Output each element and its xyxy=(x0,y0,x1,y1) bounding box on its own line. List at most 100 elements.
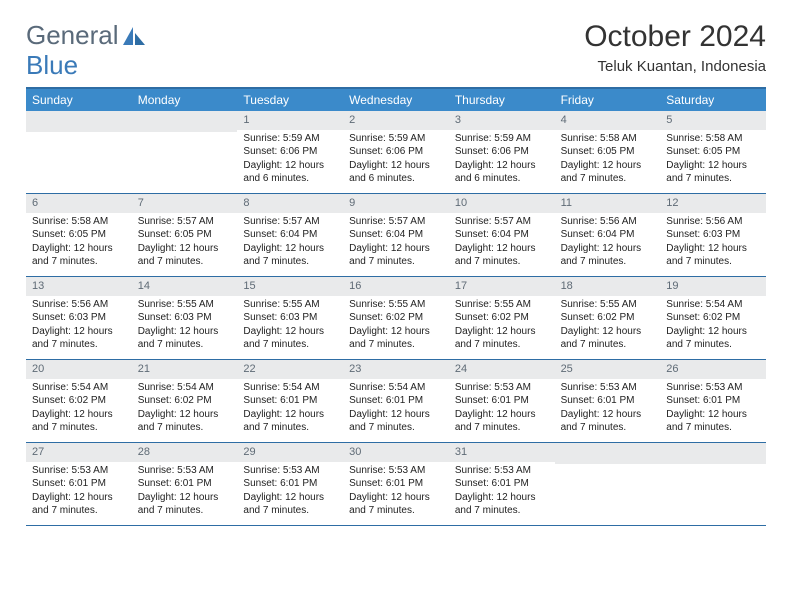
day-body: Sunrise: 5:54 AMSunset: 6:02 PMDaylight:… xyxy=(660,296,766,356)
daylight-line: Daylight: 12 hours and 7 minutes. xyxy=(561,159,655,186)
location-label: Teluk Kuantan, Indonesia xyxy=(584,58,766,75)
day-body: Sunrise: 5:54 AMSunset: 6:01 PMDaylight:… xyxy=(237,379,343,439)
day-number: 30 xyxy=(343,443,449,462)
calendar-cell: 4Sunrise: 5:58 AMSunset: 6:05 PMDaylight… xyxy=(555,111,661,193)
day-body: Sunrise: 5:53 AMSunset: 6:01 PMDaylight:… xyxy=(660,379,766,439)
day-body: Sunrise: 5:56 AMSunset: 6:03 PMDaylight:… xyxy=(660,213,766,273)
calendar-cell: 5Sunrise: 5:58 AMSunset: 6:05 PMDaylight… xyxy=(660,111,766,193)
sunset-line: Sunset: 6:03 PM xyxy=(138,311,232,325)
daylight-line: Daylight: 12 hours and 7 minutes. xyxy=(349,242,443,269)
daylight-line: Daylight: 12 hours and 7 minutes. xyxy=(32,325,126,352)
calendar-cell: 31Sunrise: 5:53 AMSunset: 6:01 PMDayligh… xyxy=(449,443,555,525)
day-number: 16 xyxy=(343,277,449,296)
daylight-line: Daylight: 12 hours and 6 minutes. xyxy=(349,159,443,186)
page-header: General October 2024 Teluk Kuantan, Indo… xyxy=(26,20,766,75)
day-body: Sunrise: 5:53 AMSunset: 6:01 PMDaylight:… xyxy=(449,462,555,522)
daylight-line: Daylight: 12 hours and 6 minutes. xyxy=(455,159,549,186)
daylight-line: Daylight: 12 hours and 7 minutes. xyxy=(561,325,655,352)
calendar-cell: 10Sunrise: 5:57 AMSunset: 6:04 PMDayligh… xyxy=(449,194,555,276)
sunset-line: Sunset: 6:02 PM xyxy=(561,311,655,325)
day-number xyxy=(132,111,238,132)
sunset-line: Sunset: 6:02 PM xyxy=(138,394,232,408)
day-number: 8 xyxy=(237,194,343,213)
daylight-line: Daylight: 12 hours and 7 minutes. xyxy=(138,325,232,352)
sunset-line: Sunset: 6:01 PM xyxy=(455,477,549,491)
day-body: Sunrise: 5:55 AMSunset: 6:02 PMDaylight:… xyxy=(555,296,661,356)
day-body: Sunrise: 5:57 AMSunset: 6:05 PMDaylight:… xyxy=(132,213,238,273)
day-body: Sunrise: 5:54 AMSunset: 6:01 PMDaylight:… xyxy=(343,379,449,439)
sunset-line: Sunset: 6:06 PM xyxy=(455,145,549,159)
calendar-cell: 17Sunrise: 5:55 AMSunset: 6:02 PMDayligh… xyxy=(449,277,555,359)
day-body: Sunrise: 5:53 AMSunset: 6:01 PMDaylight:… xyxy=(26,462,132,522)
sunset-line: Sunset: 6:06 PM xyxy=(349,145,443,159)
calendar-cell: 14Sunrise: 5:55 AMSunset: 6:03 PMDayligh… xyxy=(132,277,238,359)
day-number xyxy=(555,443,661,464)
calendar-cell: 23Sunrise: 5:54 AMSunset: 6:01 PMDayligh… xyxy=(343,360,449,442)
day-number: 6 xyxy=(26,194,132,213)
day-number: 26 xyxy=(660,360,766,379)
daylight-line: Daylight: 12 hours and 7 minutes. xyxy=(243,491,337,518)
calendar-cell: 15Sunrise: 5:55 AMSunset: 6:03 PMDayligh… xyxy=(237,277,343,359)
day-number: 3 xyxy=(449,111,555,130)
calendar-cell: 27Sunrise: 5:53 AMSunset: 6:01 PMDayligh… xyxy=(26,443,132,525)
day-body: Sunrise: 5:55 AMSunset: 6:03 PMDaylight:… xyxy=(237,296,343,356)
sunrise-line: Sunrise: 5:59 AM xyxy=(455,132,549,146)
sunset-line: Sunset: 6:03 PM xyxy=(243,311,337,325)
day-number: 1 xyxy=(237,111,343,130)
sunset-line: Sunset: 6:01 PM xyxy=(243,477,337,491)
calendar-week: 1Sunrise: 5:59 AMSunset: 6:06 PMDaylight… xyxy=(26,111,766,194)
day-body: Sunrise: 5:58 AMSunset: 6:05 PMDaylight:… xyxy=(555,130,661,190)
sunset-line: Sunset: 6:04 PM xyxy=(561,228,655,242)
sunset-line: Sunset: 6:02 PM xyxy=(32,394,126,408)
sunset-line: Sunset: 6:05 PM xyxy=(32,228,126,242)
weekday-col-6: Saturday xyxy=(660,89,766,111)
day-number: 17 xyxy=(449,277,555,296)
sunset-line: Sunset: 6:01 PM xyxy=(32,477,126,491)
day-number: 13 xyxy=(26,277,132,296)
sunrise-line: Sunrise: 5:54 AM xyxy=(32,381,126,395)
sunrise-line: Sunrise: 5:54 AM xyxy=(138,381,232,395)
brand-part2: Blue xyxy=(26,50,78,81)
sunset-line: Sunset: 6:02 PM xyxy=(349,311,443,325)
sunset-line: Sunset: 6:03 PM xyxy=(32,311,126,325)
day-number: 2 xyxy=(343,111,449,130)
sunset-line: Sunset: 6:01 PM xyxy=(666,394,760,408)
daylight-line: Daylight: 12 hours and 7 minutes. xyxy=(138,491,232,518)
daylight-line: Daylight: 12 hours and 7 minutes. xyxy=(666,408,760,435)
day-number: 4 xyxy=(555,111,661,130)
day-number: 28 xyxy=(132,443,238,462)
sunrise-line: Sunrise: 5:54 AM xyxy=(666,298,760,312)
sunset-line: Sunset: 6:05 PM xyxy=(666,145,760,159)
sunset-line: Sunset: 6:05 PM xyxy=(138,228,232,242)
sunset-line: Sunset: 6:04 PM xyxy=(349,228,443,242)
calendar-cell: 9Sunrise: 5:57 AMSunset: 6:04 PMDaylight… xyxy=(343,194,449,276)
sunrise-line: Sunrise: 5:53 AM xyxy=(561,381,655,395)
sunrise-line: Sunrise: 5:56 AM xyxy=(32,298,126,312)
day-number: 10 xyxy=(449,194,555,213)
sunrise-line: Sunrise: 5:53 AM xyxy=(32,464,126,478)
day-number: 31 xyxy=(449,443,555,462)
day-body: Sunrise: 5:53 AMSunset: 6:01 PMDaylight:… xyxy=(343,462,449,522)
day-body: Sunrise: 5:53 AMSunset: 6:01 PMDaylight:… xyxy=(555,379,661,439)
calendar-cell: 18Sunrise: 5:55 AMSunset: 6:02 PMDayligh… xyxy=(555,277,661,359)
sunrise-line: Sunrise: 5:57 AM xyxy=(349,215,443,229)
daylight-line: Daylight: 12 hours and 7 minutes. xyxy=(243,408,337,435)
calendar-weeks: 1Sunrise: 5:59 AMSunset: 6:06 PMDaylight… xyxy=(26,111,766,526)
title-block: October 2024 Teluk Kuantan, Indonesia xyxy=(584,20,766,75)
calendar-page: General October 2024 Teluk Kuantan, Indo… xyxy=(0,0,792,612)
calendar-cell: 1Sunrise: 5:59 AMSunset: 6:06 PMDaylight… xyxy=(237,111,343,193)
day-number: 25 xyxy=(555,360,661,379)
day-number: 21 xyxy=(132,360,238,379)
daylight-line: Daylight: 12 hours and 7 minutes. xyxy=(349,408,443,435)
brand-part1: General xyxy=(26,20,119,51)
day-body: Sunrise: 5:59 AMSunset: 6:06 PMDaylight:… xyxy=(237,130,343,190)
calendar-cell-empty xyxy=(660,443,766,525)
calendar-cell: 6Sunrise: 5:58 AMSunset: 6:05 PMDaylight… xyxy=(26,194,132,276)
calendar-week: 27Sunrise: 5:53 AMSunset: 6:01 PMDayligh… xyxy=(26,443,766,526)
sunrise-line: Sunrise: 5:57 AM xyxy=(455,215,549,229)
day-number: 23 xyxy=(343,360,449,379)
weekday-header: SundayMondayTuesdayWednesdayThursdayFrid… xyxy=(26,89,766,111)
calendar-cell-empty xyxy=(132,111,238,193)
weekday-col-5: Friday xyxy=(555,89,661,111)
day-body: Sunrise: 5:59 AMSunset: 6:06 PMDaylight:… xyxy=(343,130,449,190)
